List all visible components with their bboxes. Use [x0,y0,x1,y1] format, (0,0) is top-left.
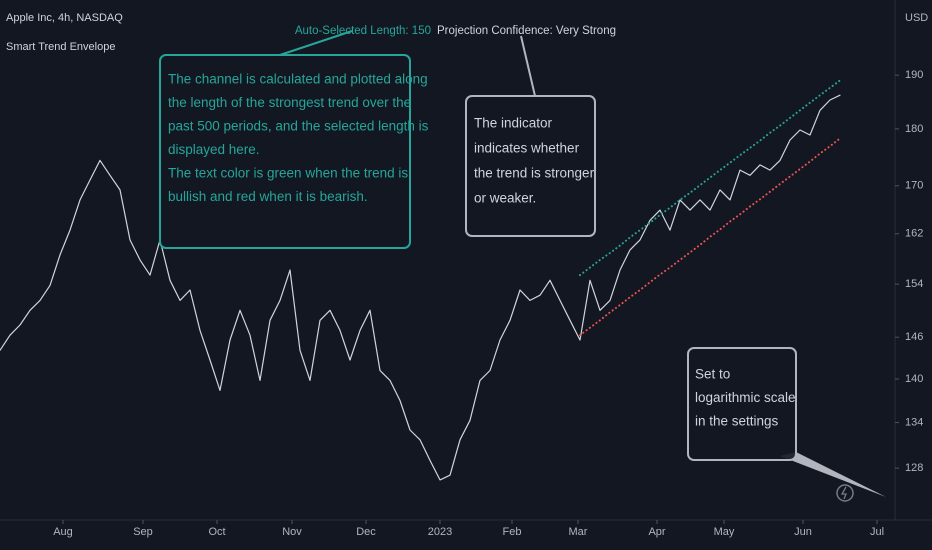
callout-text: past 500 periods, and the selected lengt… [168,119,429,134]
callout-text: the length of the strongest trend over t… [168,95,411,110]
x-tick-label: Feb [503,526,522,538]
x-tick-label: May [714,526,735,538]
chart-title: Apple Inc, 4h, NASDAQ [6,12,123,24]
alert-icon-bolt [840,486,847,500]
x-tick-label: Apr [648,526,665,538]
y-tick-label: 146 [905,331,923,343]
indicator-name: Smart Trend Envelope [6,41,115,53]
y-tick-label: 134 [905,416,923,428]
x-tick-label: Dec [356,526,376,538]
callout-pointer [520,35,536,97]
x-tick-label: Sep [133,526,153,538]
y-tick-label: 190 [905,69,923,81]
y-tick-label: 170 [905,180,923,192]
annotations: The channel is calculated and plotted al… [159,30,886,502]
status-length: Auto-Selected Length: 150 [295,25,431,37]
callout-text: the trend is stronger [474,166,595,181]
x-tick-label: Mar [569,526,588,538]
callout-text: Set to [695,367,730,382]
alert-icon[interactable] [836,484,854,502]
callout-text: indicates whether [474,141,580,156]
callout-text: The text color is green when the trend i… [168,166,408,181]
callout-text: bullish and red when it is bearish. [168,189,368,204]
envelope-line [579,137,841,337]
callout-text: logarithmic scale [695,390,796,405]
x-tick-label: Aug [53,526,73,538]
y-axis-unit: USD [905,12,928,24]
x-tick-label: Nov [282,526,302,538]
price-line [0,94,841,481]
callout-box [687,347,797,461]
plot-area [0,74,899,524]
callout-box [159,54,411,249]
callout-text: The channel is calculated and plotted al… [168,72,428,87]
y-tick-label: 180 [905,123,923,135]
status-confidence: Projection Confidence: Very Strong [437,25,616,37]
callout-text: displayed here. [168,142,260,157]
callout-text: in the settings [695,414,779,429]
y-tick-label: 140 [905,373,923,385]
x-tick-label: Jun [794,526,812,538]
x-tick-label: Jul [870,526,884,538]
callout-pointer [780,452,886,497]
envelope-line [579,79,841,277]
y-tick-label: 154 [905,278,923,290]
callout-text: or weaker. [474,191,536,206]
x-tick-label: 2023 [428,526,452,538]
callout-box [465,95,596,237]
callout-pointer [279,30,353,56]
y-tick-label: 128 [905,462,923,474]
y-tick-label: 162 [905,228,923,240]
callout-text: The indicator [474,116,553,131]
x-tick-label: Oct [208,526,225,538]
